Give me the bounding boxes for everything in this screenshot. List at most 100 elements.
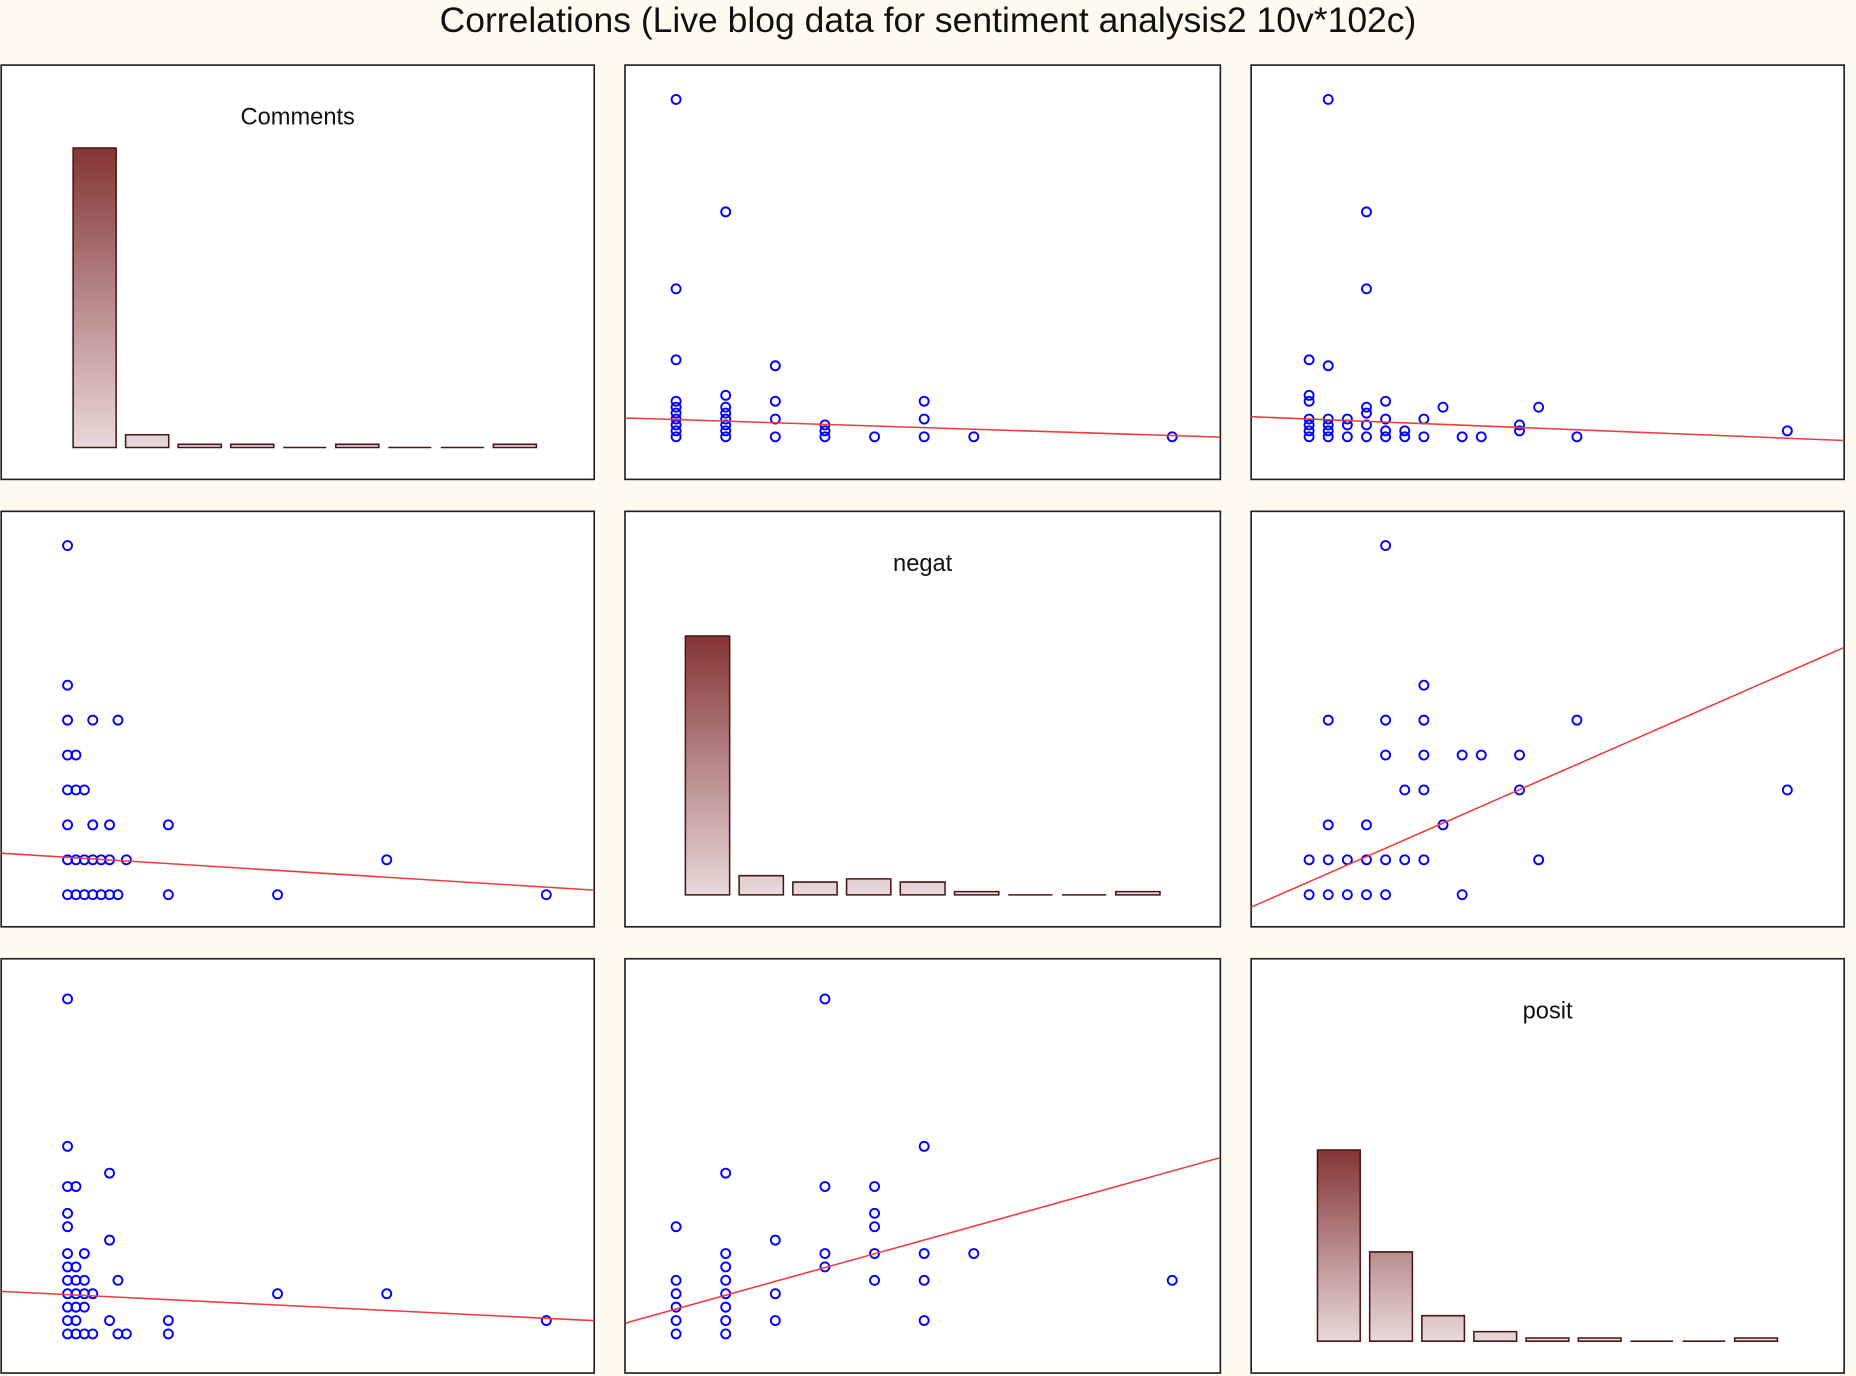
scatter-point	[1514, 425, 1525, 437]
scatter-point	[1418, 714, 1430, 726]
scatter-point	[670, 1315, 682, 1326]
histogram-bar	[1114, 890, 1161, 896]
histogram-bar	[953, 890, 1000, 896]
scatter-point	[1514, 419, 1525, 431]
scatter-point	[1380, 540, 1392, 551]
scatter-point	[819, 1248, 831, 1259]
scatter-point	[1533, 401, 1545, 413]
scatter-point	[162, 819, 174, 831]
scatter-point	[78, 1301, 90, 1313]
regression-line	[624, 417, 1221, 438]
scatter-point	[120, 854, 132, 866]
scatter-point	[670, 401, 682, 413]
scatter-point	[670, 395, 682, 407]
scatter-point	[720, 1261, 732, 1273]
scatter-point	[869, 431, 880, 443]
scatter-point	[720, 389, 732, 401]
scatter-point	[1418, 431, 1430, 443]
scatter-point	[720, 1301, 732, 1313]
scatter-point	[670, 1288, 682, 1300]
scatter-point	[70, 1261, 82, 1273]
regression-line	[624, 1156, 1221, 1324]
scatter-point	[869, 1248, 880, 1259]
scatter-point	[720, 1248, 732, 1259]
scatter-point	[162, 889, 174, 901]
histogram-bar	[1368, 1251, 1414, 1342]
scatter-point	[62, 1207, 73, 1219]
scatter-point	[1380, 413, 1392, 425]
histogram-bar	[1316, 1149, 1361, 1342]
panel	[1250, 64, 1845, 481]
histogram-bar	[1525, 1337, 1570, 1342]
scatter-point	[869, 1207, 880, 1219]
scatter-point	[162, 1315, 174, 1326]
scatter-point	[1437, 401, 1449, 413]
scatter-point	[1456, 749, 1468, 761]
scatter-point	[272, 1288, 283, 1300]
scatter-point	[1399, 854, 1411, 866]
scatter-point	[918, 413, 930, 425]
scatter-point	[1166, 1274, 1178, 1286]
scatter-point	[769, 360, 781, 372]
panel	[0, 957, 596, 1374]
scatter-point	[1533, 854, 1545, 866]
scatter-point	[720, 1315, 732, 1326]
scatter-point	[87, 714, 99, 726]
scatter-point	[62, 540, 73, 551]
scatter-point	[918, 1248, 930, 1259]
scatter-point	[670, 1274, 682, 1286]
histogram-bar	[1421, 1314, 1466, 1342]
regression-line	[1, 1290, 595, 1322]
scatter-point	[1361, 407, 1372, 419]
scatter-point	[1341, 431, 1353, 443]
scatter-point	[1571, 714, 1583, 726]
scatter-point	[104, 1167, 115, 1179]
scatter-point	[78, 784, 90, 796]
scatter-point	[1571, 431, 1583, 443]
scatter-point	[670, 431, 682, 443]
scatter-point	[87, 1288, 99, 1300]
regression-line	[1251, 415, 1845, 442]
scatter-point	[104, 819, 115, 831]
panel	[1250, 510, 1845, 928]
scatter-point	[1303, 431, 1315, 443]
scatter-point	[1380, 714, 1392, 726]
scatter-point	[1322, 360, 1334, 372]
scatter-point	[720, 206, 732, 218]
scatter-point	[1380, 854, 1392, 866]
scatter-point	[720, 431, 732, 443]
scatter-point	[1322, 854, 1334, 866]
scatter-point	[1322, 819, 1334, 831]
scatter-point	[162, 1328, 174, 1340]
scatter-point	[1361, 889, 1372, 901]
scatter-point	[1514, 784, 1525, 796]
scatter-point	[112, 714, 124, 726]
scatter-point	[1418, 854, 1430, 866]
scatter-point	[720, 425, 732, 437]
scatter-point	[1361, 401, 1372, 413]
scatter-point	[1475, 431, 1487, 443]
scatter-point	[1475, 749, 1487, 761]
scatter-point	[1303, 395, 1315, 407]
scatter-point	[968, 1248, 980, 1259]
scatter-point	[62, 714, 73, 726]
scatter-point	[1166, 431, 1178, 443]
scatter-point	[1399, 784, 1411, 796]
scatter-point	[769, 1315, 781, 1326]
scatter-point	[720, 407, 732, 419]
scatter-point	[869, 1181, 880, 1192]
chart-title: Correlations (Live blog data for sentime…	[440, 0, 1417, 40]
scatter-point	[670, 419, 682, 431]
scatter-point	[1380, 431, 1392, 443]
scatter-point	[819, 993, 831, 1005]
scatter-point	[62, 1248, 73, 1259]
scatter-point	[1380, 425, 1392, 437]
scatter-point	[1781, 425, 1793, 437]
scatter-point	[869, 1274, 880, 1286]
panel-title: negat	[893, 551, 953, 577]
scatter-point	[87, 1328, 99, 1340]
scatter-point	[78, 1248, 90, 1259]
scatter-point	[272, 889, 283, 901]
scatter-point	[670, 425, 682, 437]
